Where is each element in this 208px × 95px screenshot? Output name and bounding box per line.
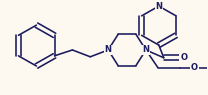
Text: O: O xyxy=(180,53,187,62)
Text: N: N xyxy=(155,2,162,11)
Text: N: N xyxy=(105,46,112,54)
Text: N: N xyxy=(142,46,149,54)
Text: O: O xyxy=(191,63,198,72)
